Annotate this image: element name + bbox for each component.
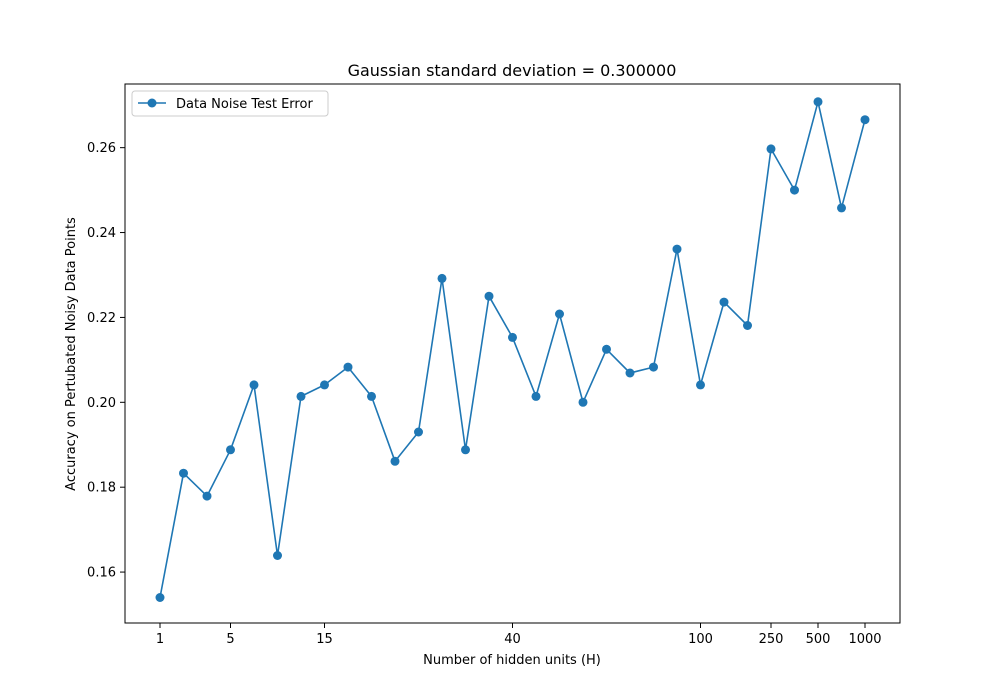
data-point [578,397,588,407]
data-point [813,97,823,107]
data-point [202,491,212,501]
x-axis: 1 5 15 40 100 250 500 1000 [156,623,882,647]
y-axis: 0.16 0.18 0.20 0.22 0.24 0.26 [87,141,125,581]
data-point [367,391,376,401]
data-point [461,445,470,455]
x-axis-label: Number of hidden units (H) [423,653,601,668]
data-point [273,551,282,560]
data-point [414,427,423,437]
x-tick-label: 40 [504,632,521,647]
legend: Data Noise Test Error [131,90,329,117]
data-point [226,445,235,455]
data-point [320,380,329,390]
legend-label: Data Noise Test Error [176,97,313,112]
data-point [484,291,494,301]
x-tick-label: 100 [688,632,713,647]
data-point [249,380,259,390]
data-point [602,344,611,354]
data-point [343,362,353,372]
y-axis-label: Accuracy on Pertubated Noisy Data Points [64,217,79,491]
data-point [555,309,564,319]
series-layer [155,97,870,602]
y-tick-label: 0.18 [87,481,116,496]
data-point [860,115,870,125]
data-point [672,244,682,254]
data-point [508,332,517,342]
data-point [296,391,306,401]
x-tick-label: 250 [759,632,784,647]
data-point [719,297,729,307]
y-tick-label: 0.24 [87,226,116,241]
data-point [179,468,188,478]
x-tick-label: 1 [156,632,164,647]
y-tick-label: 0.20 [87,396,116,411]
x-tick-label: 1000 [848,632,881,647]
y-tick-label: 0.22 [87,311,116,326]
x-tick-label: 500 [806,632,831,647]
legend-box [131,90,329,117]
data-point [390,456,400,466]
data-point [649,362,658,372]
data-point [743,321,752,330]
x-tick-label: 5 [226,632,234,647]
chart-title: Gaussian standard deviation = 0.300000 [348,61,677,80]
data-point [531,391,541,401]
x-tick-label: 15 [316,632,333,647]
data-point [625,368,635,378]
data-point [766,144,776,154]
data-point [155,593,165,602]
data-point [837,203,846,213]
data-point [790,185,799,195]
data-point [437,273,447,283]
y-tick-label: 0.26 [87,141,116,156]
y-tick-label: 0.16 [87,566,116,581]
data-point [696,380,705,390]
legend-marker [147,98,157,108]
